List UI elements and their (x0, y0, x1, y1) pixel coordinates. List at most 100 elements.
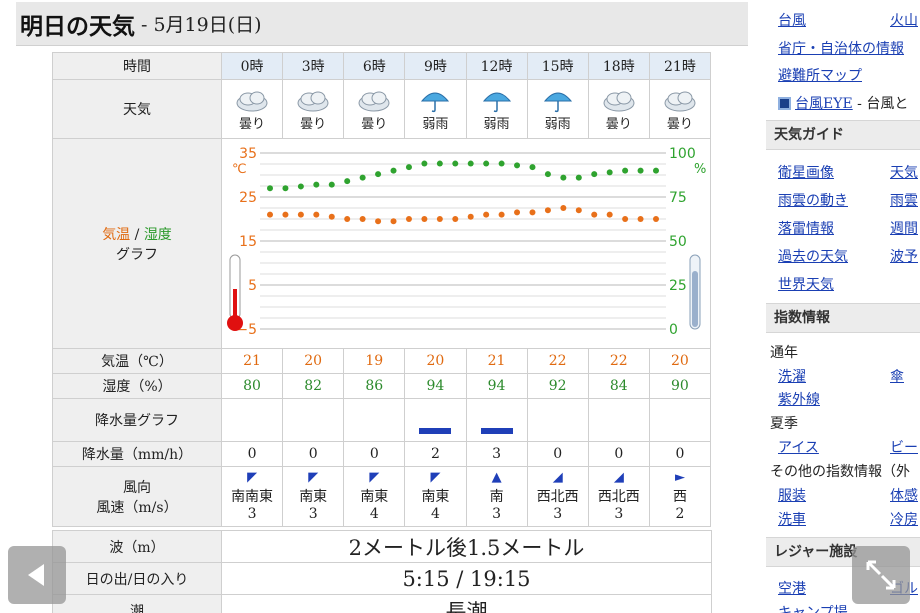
weather-map-link[interactable]: 天気 (890, 165, 918, 181)
gov-info-link[interactable]: 省庁・自治体の情報 (778, 41, 904, 57)
precip-bar-cell (526, 398, 589, 442)
index-row: 服装 体感 (778, 485, 918, 505)
precip-value: 0 (343, 441, 406, 467)
wind-arrow-icon: ▲ (491, 469, 502, 485)
wind-arrow-icon: ◤ (430, 469, 441, 485)
sidebar-row: 避難所マップ (778, 65, 862, 85)
humidity-point (653, 167, 659, 174)
temperature-point (375, 218, 382, 225)
precip-label: 降水量（mm/h） (52, 441, 222, 467)
humidity-point (405, 164, 412, 171)
cooling-link[interactable]: 冷房 (890, 512, 918, 528)
time-cell: 9時 (404, 52, 467, 80)
humidity-label: 湿度（%） (52, 373, 222, 399)
temp-row: 気温（℃） 21 20 19 20 21 22 22 20 (52, 348, 712, 374)
humidity-point (452, 160, 459, 167)
wind-cell: ◤ 南南東 3 (220, 466, 284, 527)
wave-forecast-link[interactable]: 波予 (890, 249, 918, 265)
temperature-point (606, 211, 613, 218)
umbrella-index-link[interactable]: 傘 (890, 369, 904, 385)
temperature-point (282, 211, 289, 218)
y-right-tick-label: 0 (669, 322, 678, 338)
precip-bar-cell (343, 398, 406, 442)
wind-speed: 3 (492, 505, 502, 522)
y-right-tick-label: 75 (669, 190, 687, 206)
guide-row: 過去の天気 波予 (778, 246, 918, 266)
time-cell: 3時 (282, 52, 345, 80)
humidity-point (375, 171, 382, 178)
wind-arrow-icon: ◢ (552, 469, 563, 485)
volcano-link[interactable]: 火山 (890, 13, 918, 29)
laundry-link[interactable]: 洗濯 (778, 369, 806, 385)
cloud-icon (236, 91, 268, 111)
wind-cell: ◢ 西北西 3 (526, 466, 589, 527)
leisure-row: キャンプ場 (778, 602, 848, 613)
wind-direction: 南南東 (231, 488, 274, 505)
temperature-point (467, 213, 474, 220)
ice-link[interactable]: アイス (778, 440, 819, 456)
rain-cloud-link[interactable]: 雨雲 (890, 193, 918, 209)
humidity-point (591, 171, 598, 178)
index-header: 指数情報 (766, 303, 920, 333)
humidity-point (637, 167, 644, 174)
weather-cell: 弱雨 (404, 79, 467, 139)
temperature-point (421, 216, 428, 222)
car-wash-link[interactable]: 洗車 (778, 512, 806, 528)
wind-direction: 西北西 (536, 488, 579, 505)
rain-cloud-motion-link[interactable]: 雨雲の動き (778, 193, 848, 209)
world-weather-link[interactable]: 世界天気 (778, 277, 834, 293)
humidity-point (483, 160, 490, 167)
sidebar-row: 省庁・自治体の情報 (778, 38, 904, 58)
weekly-link[interactable]: 週間 (890, 221, 918, 237)
precip-value: 0 (526, 441, 589, 467)
precip-bar (480, 428, 513, 434)
humidity-point (467, 160, 474, 167)
wind-direction: 西北西 (597, 488, 640, 505)
year-round-label: 通年 (770, 345, 798, 361)
beer-link[interactable]: ビー (890, 440, 918, 456)
sidebar: 台風 火山 省庁・自治体の情報 避難所マップ 台風EYE - 台風と 天気ガイド … (766, 0, 920, 613)
info-table: 波（m） 2メートル後1.5メートル 日の出/日の入り 5:15 / 19:15… (52, 530, 712, 613)
precip-bar-cell (648, 398, 712, 442)
humidity-point (344, 178, 351, 185)
fullscreen-button[interactable] (852, 546, 910, 604)
wind-arrow-icon: ◤ (369, 469, 380, 485)
wind-direction: 南東 (299, 488, 328, 505)
typhoon-link[interactable]: 台風 (778, 13, 806, 29)
precip-row: 降水量（mm/h） 0 0 0 2 3 0 0 0 (52, 441, 712, 467)
airport-link[interactable]: 空港 (778, 581, 806, 597)
temperature-point (359, 216, 366, 222)
weather-cell: 曇り (282, 79, 345, 139)
wave-row: 波（m） 2メートル後1.5メートル (52, 530, 712, 563)
humidity-value: 82 (282, 373, 345, 399)
page-date: - 5月19日(日) (141, 14, 262, 36)
temperature-point (653, 216, 659, 222)
weather-text: 曇り (300, 116, 327, 132)
temperature-point (575, 207, 582, 214)
temperature-point (483, 211, 490, 218)
wind-direction: 南東 (421, 488, 450, 505)
wind-speed: 4 (369, 505, 379, 522)
temperature-point (344, 216, 351, 222)
past-weather-link[interactable]: 過去の天気 (778, 249, 848, 265)
temperature-point (328, 213, 335, 220)
sun-value: 5:15 / 19:15 (221, 562, 712, 595)
temperature-point (514, 209, 521, 216)
weather-cell: 曇り (220, 79, 284, 139)
clothes-link[interactable]: 服装 (778, 488, 806, 504)
other-index-label: その他の指数情報（外 (770, 464, 910, 480)
humidity-value: 90 (648, 373, 712, 399)
satellite-link[interactable]: 衛星画像 (778, 165, 834, 181)
typhoon-eye-link[interactable]: 台風EYE (795, 96, 853, 112)
precip-bar-cell (465, 398, 528, 442)
back-button[interactable] (8, 546, 66, 604)
uv-link[interactable]: 紫外線 (778, 392, 820, 408)
weather-label: 天気 (52, 79, 222, 139)
lightning-link[interactable]: 落雷情報 (778, 221, 834, 237)
body-feel-link[interactable]: 体感 (890, 488, 918, 504)
humidity-point (529, 164, 536, 171)
camp-link[interactable]: キャンプ場 (778, 605, 848, 613)
expand-icon (866, 560, 896, 590)
precip-value: 0 (587, 441, 650, 467)
shelter-map-link[interactable]: 避難所マップ (778, 68, 862, 84)
